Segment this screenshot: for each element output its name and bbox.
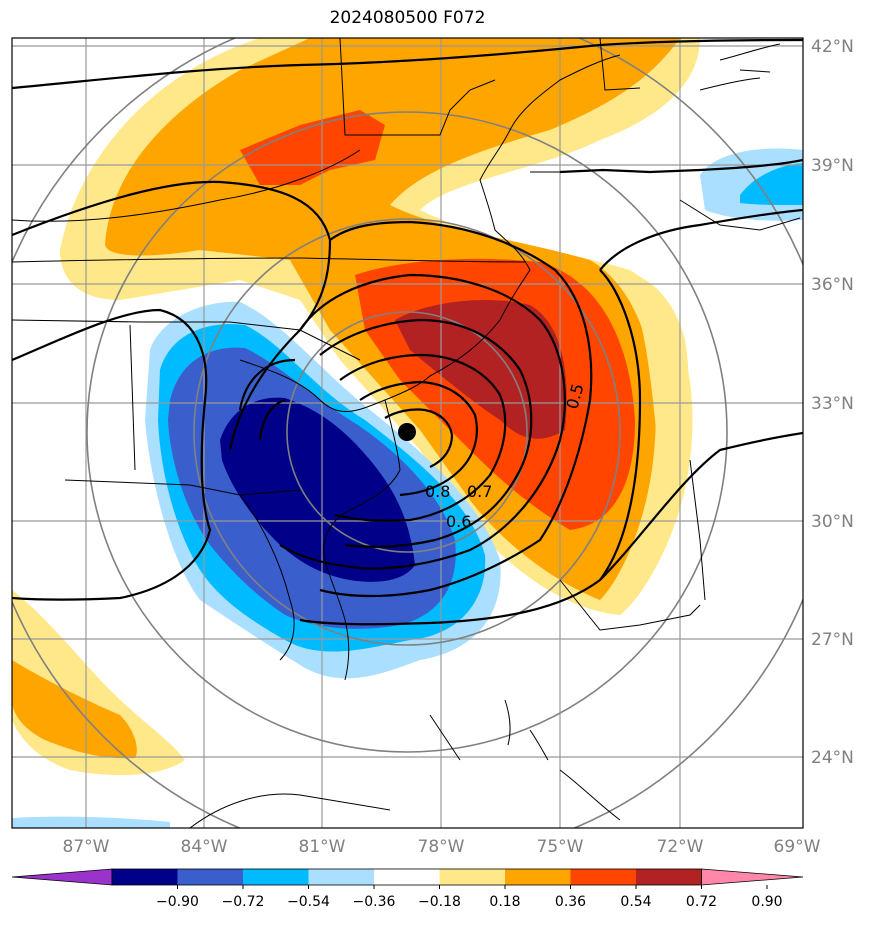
colorbar-segment <box>243 869 309 885</box>
colorbar: −0.90 −0.72 −0.54 −0.36 −0.18 0.18 0.36 0.54 0.7… <box>11 868 804 910</box>
contour-label-0-8: 0.8 <box>425 482 450 501</box>
lat-label-39n: 39°N <box>811 156 854 176</box>
latitude-labels: 42°N 39°N 36°N 33°N 30°N 27°N 24°N <box>811 37 854 768</box>
shading-moderate-positive-gulf <box>12 660 137 759</box>
lat-label-36n: 36°N <box>811 275 854 295</box>
lat-label-30n: 30°N <box>811 512 854 532</box>
contour-label-0-6: 0.6 <box>446 512 471 531</box>
lon-label-69w: 69°W <box>774 837 821 857</box>
shading-weak-negative-south <box>12 816 170 828</box>
colorbar-tick-label: 0.90 <box>751 894 782 910</box>
shading-positive-north <box>240 110 385 185</box>
colorbar-segment <box>177 869 244 885</box>
colorbar-tick-label: −0.90 <box>156 894 199 910</box>
coastlines-and-borders <box>12 38 801 828</box>
lon-label-87w: 87°W <box>63 837 110 857</box>
colorbar-segment <box>570 869 637 885</box>
colorbar-segment <box>439 869 506 885</box>
lat-label-33n: 33°N <box>811 394 854 414</box>
colorbar-segment <box>505 869 571 885</box>
colorbar-tick-label: −0.36 <box>353 894 396 910</box>
colorbar-tick-label: 0.36 <box>555 894 586 910</box>
lon-label-78w: 78°W <box>418 837 465 857</box>
colorbar-segment <box>308 869 375 885</box>
range-rings <box>12 38 803 828</box>
colorbar-tick-label: −0.18 <box>418 894 461 910</box>
colorbar-segment <box>112 869 178 885</box>
colorbar-extend-low <box>11 868 113 886</box>
shading-weak-positive-east <box>620 270 689 470</box>
contour-label-0-7: 0.7 <box>467 482 492 501</box>
colorbar-tick-label: −0.72 <box>222 894 265 910</box>
lat-label-27n: 27°N <box>811 630 854 650</box>
map-title: 2024080500 F072 <box>329 8 486 28</box>
lon-label-84w: 84°W <box>181 837 228 857</box>
map-field: 0.8 0.7 0.6 0.5 <box>12 38 803 828</box>
map-frame <box>11 37 804 829</box>
colorbar-tick-label: 0.18 <box>489 894 520 910</box>
shading-moderate-negative-east <box>740 163 803 205</box>
lon-label-75w: 75°W <box>537 837 584 857</box>
colorbar-segment <box>636 869 702 885</box>
colorbar-outline <box>111 868 702 886</box>
colorbar-tick-label: −0.54 <box>287 894 330 910</box>
colorbar-tick-label: 0.54 <box>620 894 651 910</box>
colorbar-segment <box>374 869 440 885</box>
contour-lines <box>12 38 803 626</box>
colorbar-extend-high <box>701 868 804 886</box>
graticule <box>12 38 803 828</box>
lat-label-42n: 42°N <box>811 37 854 57</box>
lat-label-24n: 24°N <box>811 748 854 768</box>
colorbar-tick-label: 0.72 <box>686 894 717 910</box>
shading-strong-negative <box>220 397 415 582</box>
lon-label-72w: 72°W <box>657 837 704 857</box>
lon-label-81w: 81°W <box>299 837 346 857</box>
longitude-labels: 87°W 84°W 81°W 78°W 75°W 72°W 69°W <box>63 837 821 857</box>
storm-center-dot <box>398 423 416 441</box>
